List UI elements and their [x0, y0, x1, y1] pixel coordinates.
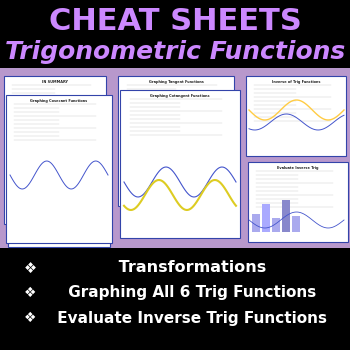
Bar — [246, 76, 346, 156]
Text: CHEAT SHEETS: CHEAT SHEETS — [49, 7, 301, 36]
Text: Transformations: Transformations — [113, 260, 267, 275]
Text: Graphing Tangent Functions: Graphing Tangent Functions — [148, 80, 203, 84]
Text: Evaluate Inverse Trig Functions: Evaluate Inverse Trig Functions — [52, 310, 328, 326]
Bar — [120, 90, 240, 238]
Bar — [0, 68, 350, 248]
Text: Inverse of Trig Functions: Inverse of Trig Functions — [272, 80, 320, 84]
Text: Evaluate Inverse Trig: Evaluate Inverse Trig — [277, 166, 319, 170]
Text: Trigonometric Functions: Trigonometric Functions — [5, 40, 345, 64]
Text: ❖: ❖ — [23, 260, 36, 275]
Text: ❖: ❖ — [24, 286, 36, 300]
Text: IN SUMMARY: IN SUMMARY — [42, 80, 68, 84]
Bar — [272, 218, 280, 232]
Text: Graphing Secant Functions: Graphing Secant Functions — [154, 104, 206, 108]
Bar — [118, 76, 234, 206]
Bar — [6, 95, 112, 243]
Bar — [252, 214, 260, 232]
Bar — [122, 100, 238, 228]
Text: Graphing Sine and Cosine Functions: Graphing Sine and Cosine Functions — [24, 109, 94, 113]
Bar — [282, 200, 290, 232]
Bar — [248, 162, 348, 242]
Bar — [4, 76, 106, 224]
Bar — [8, 105, 110, 247]
Bar — [262, 204, 270, 232]
Text: Graphing All 6 Trig Functions: Graphing All 6 Trig Functions — [63, 286, 317, 301]
Text: Graphing Cotangent Functions: Graphing Cotangent Functions — [150, 94, 210, 98]
Text: ❖: ❖ — [24, 311, 36, 325]
Bar — [292, 216, 300, 232]
Text: Graphing Cosecant Functions: Graphing Cosecant Functions — [30, 99, 88, 103]
